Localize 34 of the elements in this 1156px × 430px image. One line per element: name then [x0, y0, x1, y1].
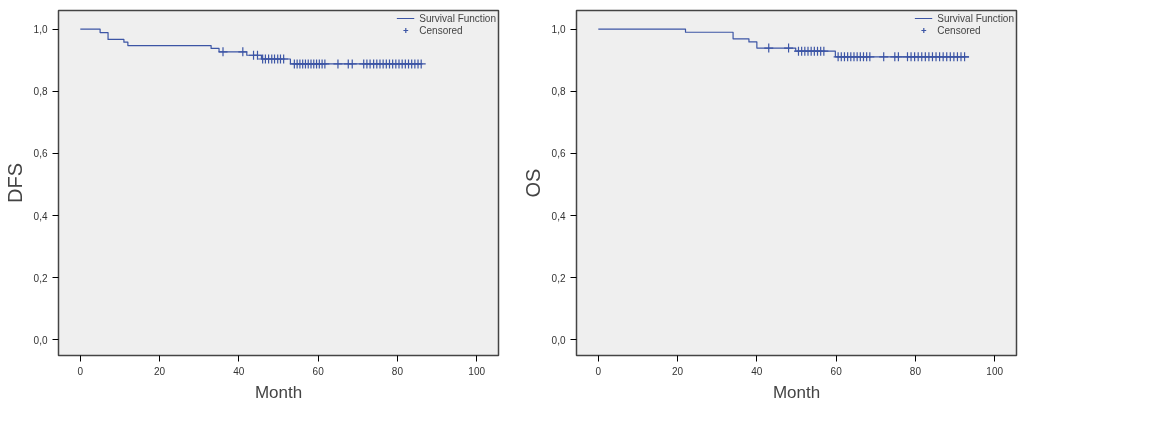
y-tick-label: 0,0 [551, 334, 566, 346]
legend-label: Survival Function [937, 12, 1014, 24]
y-tick-label: 1,0 [551, 24, 566, 36]
point [332, 58, 344, 70]
x-tick-label: 20 [154, 365, 166, 377]
y-tick-label: 0,2 [551, 272, 566, 284]
x-tick-label: 40 [751, 365, 763, 377]
x-tick-label: 0 [595, 365, 602, 377]
y-tick-label: 0,2 [33, 272, 48, 284]
y-tick-label: 0,8 [33, 86, 48, 98]
y-tick-label: 1,0 [33, 24, 48, 36]
x-tick-label: 100 [468, 365, 486, 377]
y-tick-label: 0,6 [33, 148, 48, 160]
y-tick-label: 0,4 [551, 210, 566, 222]
x-tick-label: 40 [233, 365, 245, 377]
x-tick-label: 60 [312, 365, 325, 377]
y-axis-title: OS [521, 168, 544, 198]
x-tick-label: 100 [986, 365, 1004, 377]
legend-label: Survival Function [419, 12, 496, 24]
x-tick-label: 80 [909, 365, 922, 377]
x-axis-title: Month [254, 382, 303, 402]
legend-label: Censored [419, 24, 463, 36]
x-tick-label: 80 [391, 365, 404, 377]
y-tick-label: 0,0 [33, 334, 48, 346]
x-axis-title: Month [772, 382, 821, 402]
y-tick-label: 0,4 [33, 210, 48, 222]
x-tick-label: 20 [672, 365, 684, 377]
y-axis-title: DFS [3, 163, 26, 203]
point [217, 46, 229, 57]
x-tick-label: 60 [830, 365, 843, 377]
y-tick-label: 0,6 [551, 148, 566, 160]
legend-label: Censored [937, 24, 981, 36]
x-tick-label: 0 [77, 365, 84, 377]
y-tick-label: 0,8 [551, 86, 566, 98]
